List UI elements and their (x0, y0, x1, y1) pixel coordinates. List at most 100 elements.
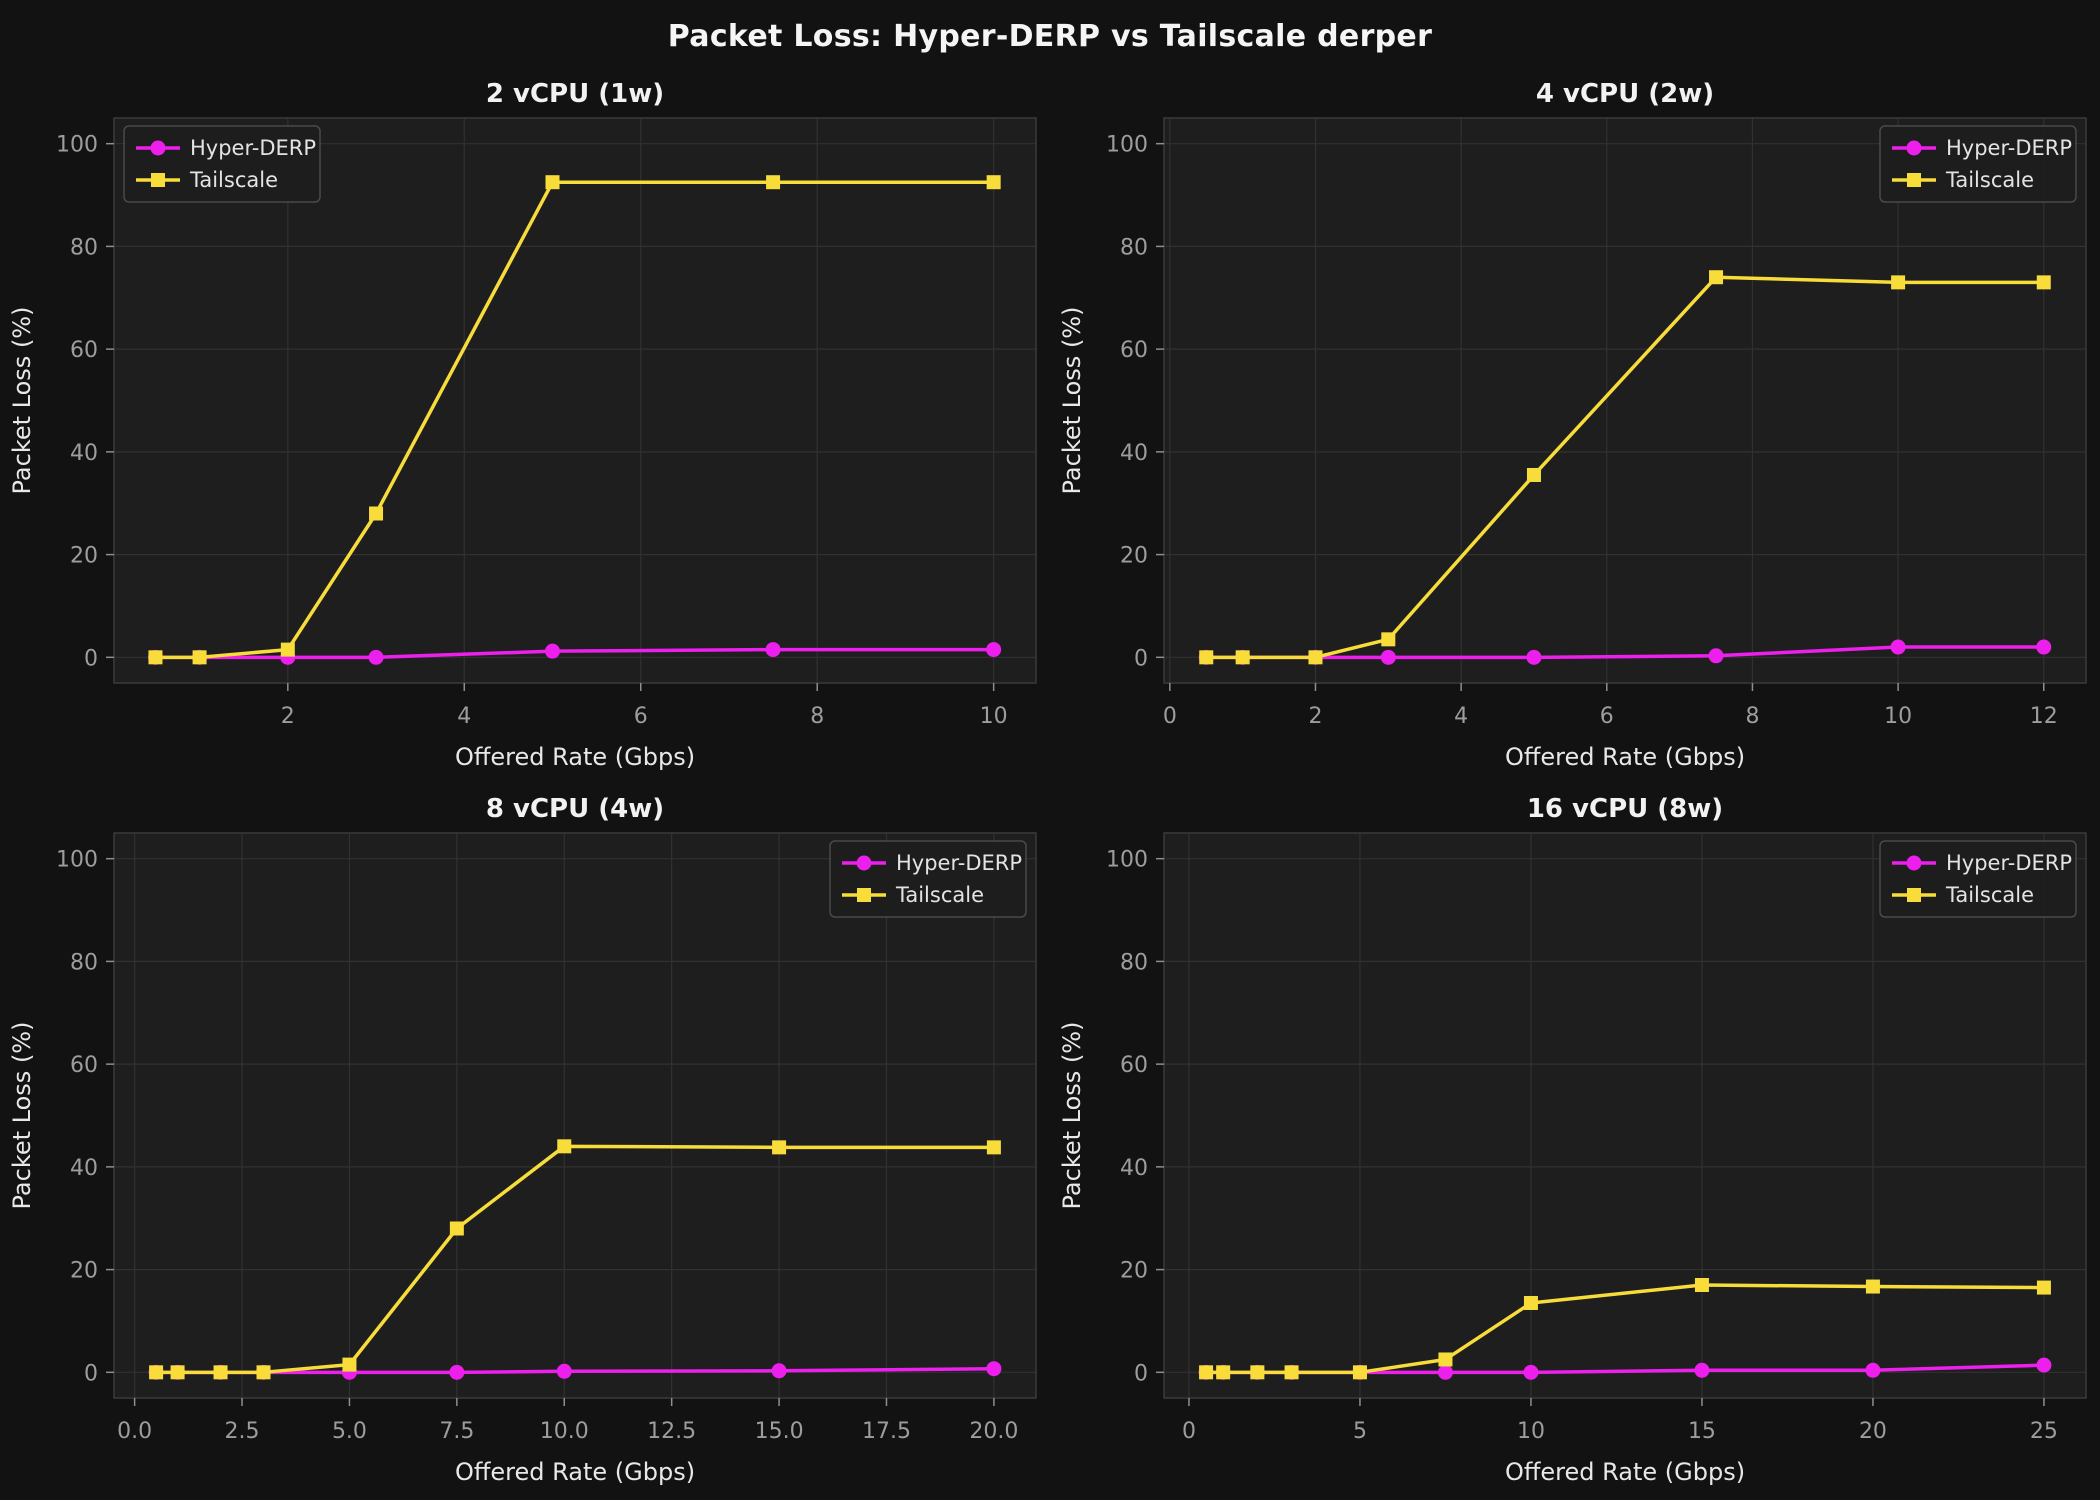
x-tick-label: 20 (1859, 1419, 1887, 1444)
axes-spines (1163, 117, 2087, 684)
x-axis: 0 2 4 6 8 10 12 (1163, 683, 2058, 729)
y-tick-label: 20 (70, 544, 98, 569)
y-tick-label: 40 (70, 441, 98, 466)
data-point-square (1250, 1365, 1265, 1380)
y-tick-label: 60 (70, 338, 98, 363)
data-point-circle (1865, 1362, 1881, 1378)
legend: Hyper-DERP Tailscale (1879, 840, 2077, 918)
x-tick-label: 0 (1163, 704, 1177, 729)
legend-box (123, 125, 321, 203)
x-axis-label: Offered Rate (Gbps) (455, 1458, 695, 1486)
axes-spines (1163, 832, 2087, 1399)
subplot-title: 8 vCPU (4w) (486, 794, 664, 824)
data-point-square (1865, 1279, 1880, 1294)
axes-spines (113, 117, 1037, 684)
y-tick-label: 80 (70, 950, 98, 975)
data-point-square (1199, 650, 1214, 665)
x-tick-label: 20.0 (969, 1419, 1018, 1444)
data-point-square (148, 650, 163, 665)
data-point-square (2036, 1280, 2051, 1295)
data-point-square (772, 1140, 787, 1155)
y-tick-label: 0 (84, 646, 98, 671)
legend-label: Tailscale (1945, 168, 2034, 192)
legend-marker-circle (856, 855, 872, 871)
axes-background (1164, 833, 2086, 1398)
data-point-square (213, 1365, 228, 1380)
legend-marker-square (857, 888, 871, 902)
legend-box (1879, 125, 2077, 203)
y-tick-label: 100 (56, 133, 98, 158)
y-axis: 0 20 40 60 80 100 (1106, 133, 1164, 671)
legend-marker-circle (150, 140, 166, 156)
x-axis: 2 4 6 8 10 (281, 683, 1008, 729)
x-tick-label: 10 (1884, 704, 1912, 729)
data-point-square (1284, 1365, 1299, 1380)
data-point-circle (1708, 648, 1724, 664)
legend-box (1879, 840, 2077, 918)
y-tick-label: 0 (1134, 646, 1148, 671)
legend-label: Hyper-DERP (1946, 136, 2072, 160)
data-point-square (280, 642, 295, 657)
y-tick-label: 60 (1120, 1053, 1148, 1078)
legend-label: Tailscale (1945, 883, 2034, 907)
legend-marker-circle (1906, 855, 1922, 871)
y-tick-label: 20 (1120, 1259, 1148, 1284)
x-tick-label: 15.0 (755, 1419, 804, 1444)
x-tick-label: 5 (1353, 1419, 1367, 1444)
data-point-square (545, 175, 560, 190)
x-tick-label: 0.0 (117, 1419, 152, 1444)
y-tick-label: 80 (1120, 950, 1148, 975)
x-tick-label: 12 (2030, 704, 2058, 729)
data-point-square (1694, 1278, 1709, 1292)
legend: Hyper-DERP Tailscale (1879, 125, 2077, 203)
legend-marker-circle (1906, 140, 1922, 156)
data-point-square (192, 650, 207, 665)
axes-spines (113, 832, 1037, 1399)
y-axis: 0 20 40 60 80 100 (1106, 848, 1164, 1386)
y-tick-label: 100 (1106, 133, 1148, 158)
y-axis-label: Packet Loss (%) (1058, 307, 1086, 495)
legend-label: Tailscale (895, 883, 984, 907)
data-point-square (449, 1221, 464, 1236)
x-axis-label: Offered Rate (Gbps) (1505, 1458, 1745, 1486)
x-tick-label: 7.5 (439, 1419, 474, 1444)
subplot-title: 16 vCPU (8w) (1527, 794, 1723, 824)
data-point-square (149, 1365, 164, 1380)
series-line (1206, 1283, 2044, 1375)
chart-4vcpu: 0 2 4 6 8 10 12 0 20 40 60 80 100 Offered Rate (Gbps)… (1058, 79, 2087, 771)
y-axis-label: Packet Loss (%) (1058, 1022, 1086, 1210)
x-tick-label: 10 (980, 704, 1008, 729)
x-tick-label: 2.5 (225, 1419, 260, 1444)
y-tick-label: 0 (1134, 1361, 1148, 1386)
data-point-square (1438, 1352, 1453, 1367)
y-axis: 0 20 40 60 80 100 (56, 133, 114, 671)
chart-16vcpu: 0 5 10 15 20 25 0 20 40 60 80 100 Offered Rate (Gbps… (1058, 794, 2087, 1486)
y-axis-label: Packet Loss (%) (8, 307, 36, 495)
data-point-circle (545, 643, 561, 659)
data-point-circle (449, 1364, 465, 1380)
data-point-circle (1526, 649, 1542, 665)
data-point-circle (771, 1363, 787, 1379)
legend-marker-square (151, 173, 165, 187)
legend-label: Tailscale (189, 168, 278, 192)
data-point-square (986, 1140, 1001, 1155)
y-tick-label: 60 (70, 1053, 98, 1078)
y-tick-label: 80 (70, 235, 98, 260)
series-tailscale (1199, 270, 2051, 665)
data-point-square (170, 1365, 185, 1380)
chart-cell-8vcpu: 0.0 2.5 5.0 7.5 10.0 12.5 15.0 17.5 20.0 0 20 40 60 8… (0, 785, 1050, 1500)
axes-background (114, 833, 1036, 1398)
series-tailscale (148, 175, 1001, 665)
data-point-square (986, 175, 1001, 190)
series-tailscale (149, 1139, 1001, 1380)
data-point-square (766, 175, 781, 190)
y-tick-label: 20 (1120, 544, 1148, 569)
y-tick-label: 60 (1120, 338, 1148, 363)
y-tick-label: 20 (70, 1259, 98, 1284)
series-line (1206, 275, 2044, 660)
x-tick-label: 10 (1517, 1419, 1545, 1444)
x-tick-label: 6 (1600, 704, 1614, 729)
y-tick-label: 40 (70, 1156, 98, 1181)
legend-marker-square (1907, 173, 1921, 187)
